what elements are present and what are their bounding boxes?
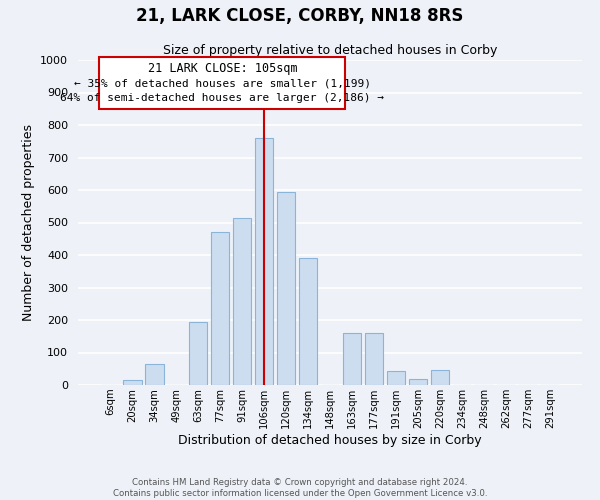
Text: 21 LARK CLOSE: 105sqm: 21 LARK CLOSE: 105sqm — [148, 62, 297, 74]
Text: 64% of semi-detached houses are larger (2,186) →: 64% of semi-detached houses are larger (… — [61, 93, 385, 103]
Bar — [189, 322, 208, 385]
Title: Size of property relative to detached houses in Corby: Size of property relative to detached ho… — [163, 44, 497, 58]
Bar — [343, 333, 361, 385]
FancyBboxPatch shape — [99, 56, 346, 109]
Bar — [255, 138, 274, 385]
Bar — [233, 218, 251, 385]
Bar — [299, 258, 317, 385]
Bar — [277, 192, 295, 385]
Text: ← 35% of detached houses are smaller (1,199): ← 35% of detached houses are smaller (1,… — [74, 78, 371, 88]
Y-axis label: Number of detached properties: Number of detached properties — [22, 124, 35, 321]
X-axis label: Distribution of detached houses by size in Corby: Distribution of detached houses by size … — [178, 434, 482, 446]
Bar — [365, 333, 383, 385]
Bar — [123, 380, 142, 385]
Bar — [431, 370, 449, 385]
Bar — [409, 378, 427, 385]
Bar — [386, 372, 405, 385]
Text: Contains HM Land Registry data © Crown copyright and database right 2024.
Contai: Contains HM Land Registry data © Crown c… — [113, 478, 487, 498]
Text: 21, LARK CLOSE, CORBY, NN18 8RS: 21, LARK CLOSE, CORBY, NN18 8RS — [136, 8, 464, 26]
Bar — [145, 364, 164, 385]
Bar — [211, 232, 229, 385]
